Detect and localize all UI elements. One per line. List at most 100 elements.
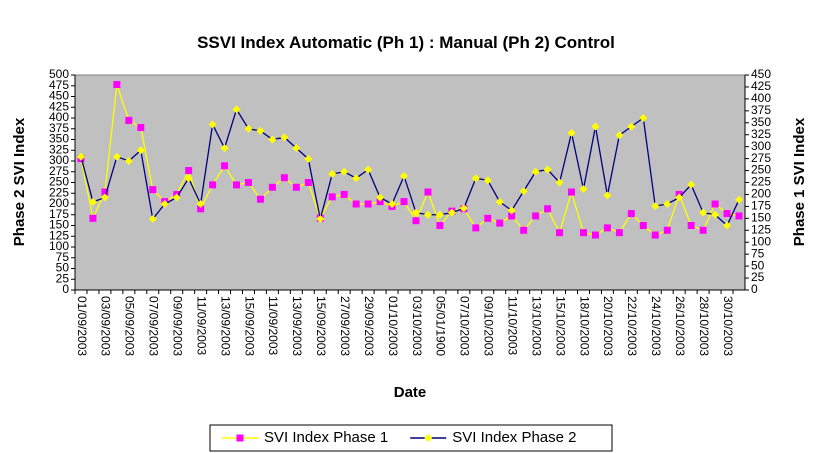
data-point xyxy=(232,105,241,114)
data-point xyxy=(543,165,552,174)
data-point xyxy=(591,231,599,239)
data-point xyxy=(172,193,181,202)
data-point xyxy=(256,195,264,203)
y2-tick-label: 300 xyxy=(751,139,771,153)
data-point xyxy=(663,200,672,208)
data-point xyxy=(436,222,444,229)
data-point xyxy=(209,181,217,189)
data-point xyxy=(675,193,684,202)
x-tick-label: 18/10/2003 xyxy=(577,296,591,356)
data-point xyxy=(268,183,276,191)
data-point xyxy=(220,144,229,153)
x-tick-label: 05/01/1900 xyxy=(434,296,448,356)
y-tick-label: 400 xyxy=(49,110,69,124)
data-point xyxy=(472,224,480,232)
data-point xyxy=(520,226,528,234)
y-tick-label: 100 xyxy=(49,239,69,253)
y2-tick-label: 375 xyxy=(751,103,771,117)
y2-tick-label: 100 xyxy=(751,234,771,248)
data-point xyxy=(627,210,635,218)
data-point xyxy=(112,152,121,161)
x-tick-label: 30/10/2003 xyxy=(721,296,735,356)
data-point xyxy=(568,188,576,196)
data-point xyxy=(196,200,205,208)
y2-tick-label: 50 xyxy=(751,258,765,272)
data-point xyxy=(687,180,696,189)
data-point xyxy=(447,208,456,217)
data-point xyxy=(544,205,552,213)
data-point xyxy=(495,197,504,206)
data-point xyxy=(507,206,516,215)
data-point xyxy=(579,229,587,237)
y2-tick-label: 200 xyxy=(751,187,771,201)
data-point xyxy=(316,215,325,224)
data-point xyxy=(471,174,480,183)
data-point xyxy=(244,124,253,133)
data-point xyxy=(639,114,648,122)
data-point xyxy=(531,167,540,176)
x-tick-label: 15/10/2003 xyxy=(553,296,567,356)
x-tick-label: 24/10/2003 xyxy=(649,296,663,356)
data-point xyxy=(256,126,265,135)
data-point xyxy=(280,174,288,182)
x-tick-label: 26/10/2003 xyxy=(673,296,687,356)
x-tick-label: 13/10/2003 xyxy=(529,296,543,356)
data-point xyxy=(579,184,588,193)
data-point xyxy=(699,226,707,234)
y-tick-label: 375 xyxy=(49,121,69,135)
chart-title: SSVI Index Automatic (Ph 1) : Manual (Ph… xyxy=(197,33,615,52)
data-point xyxy=(651,231,659,239)
y2-tick-label: 425 xyxy=(751,79,771,93)
data-point xyxy=(496,219,504,227)
data-point xyxy=(615,229,623,237)
y2-tick-label: 150 xyxy=(751,211,771,225)
y2-tick-label: 275 xyxy=(751,151,771,165)
y-tick-label: 325 xyxy=(49,142,69,156)
data-point xyxy=(615,131,624,140)
y2-tick-label: 0 xyxy=(751,282,758,296)
y2-tick-label: 125 xyxy=(751,222,771,236)
data-point xyxy=(376,193,385,202)
data-point xyxy=(304,179,312,186)
data-point xyxy=(101,188,109,196)
y-tick-label: 500 xyxy=(49,67,69,81)
data-point xyxy=(411,208,420,217)
data-point xyxy=(508,212,516,220)
y2-tick-label: 175 xyxy=(751,199,771,213)
y-tick-label: 50 xyxy=(56,261,70,275)
y2-tick-label: 75 xyxy=(751,246,765,260)
y-tick-label: 150 xyxy=(49,218,69,232)
x-tick-label: 07/10/2003 xyxy=(458,296,472,356)
x-tick-label: 03/09/2003 xyxy=(99,296,113,356)
data-point xyxy=(591,122,600,131)
data-point xyxy=(423,210,432,219)
data-point xyxy=(304,154,313,163)
y2-tick-label: 250 xyxy=(751,163,771,177)
y-tick-label: 425 xyxy=(49,99,69,113)
x-tick-label: 09/09/2003 xyxy=(171,296,185,356)
x-tick-label: 27/09/2003 xyxy=(338,296,352,356)
data-point xyxy=(376,198,384,206)
x-tick-label: 03/10/2003 xyxy=(410,296,424,356)
data-point xyxy=(328,193,336,201)
data-point xyxy=(424,188,432,196)
data-point xyxy=(221,162,229,170)
data-point xyxy=(699,208,708,217)
data-point xyxy=(711,200,719,208)
legend-label: SVI Index Phase 1 xyxy=(264,429,388,446)
x-tick-label: 01/10/2003 xyxy=(386,296,400,356)
x-tick-label: 11/10/2003 xyxy=(506,296,520,355)
x-tick-label: 28/10/2003 xyxy=(697,296,711,356)
data-point xyxy=(519,187,528,196)
y2-tick-label: 25 xyxy=(751,270,765,284)
data-point xyxy=(639,222,647,229)
x-tick-label: 11/09/2003 xyxy=(194,296,208,355)
data-point xyxy=(651,202,660,211)
data-point xyxy=(400,172,409,181)
data-point xyxy=(556,229,564,237)
data-point xyxy=(687,222,695,229)
data-point xyxy=(292,144,301,153)
data-point xyxy=(532,212,540,220)
y-tick-label: 350 xyxy=(49,132,69,146)
data-point xyxy=(435,210,444,219)
